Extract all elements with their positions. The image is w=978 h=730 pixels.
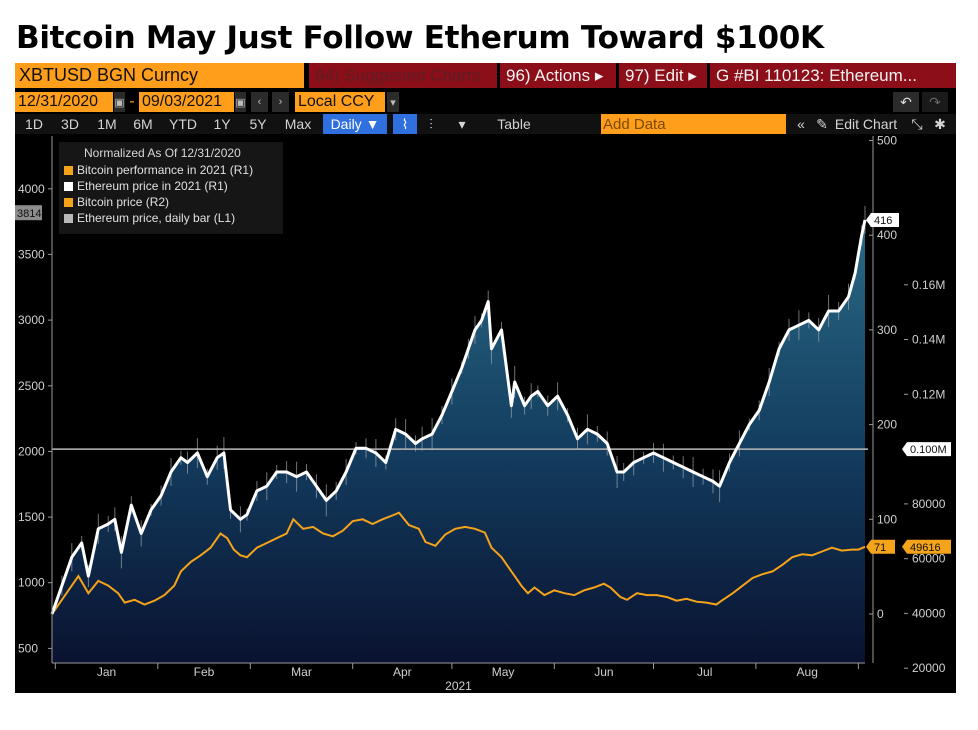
- legend-item-bitcoin-performance: Bitcoin performance in 2021 (R1): [64, 162, 283, 178]
- edit-menu-button[interactable]: 97) Edit ▸: [619, 63, 707, 88]
- r2-tick-label: 0.12M: [912, 387, 945, 401]
- start-date-field[interactable]: 12/31/2020: [15, 92, 113, 112]
- reference-value-tag: [902, 442, 951, 457]
- chevron-left-icon[interactable]: ‹: [251, 92, 268, 112]
- bitcoin-price-current-value: 49616: [910, 542, 941, 554]
- bitcoin-performance-current-value: 71: [874, 542, 886, 554]
- x-axis-year-label: 2021: [445, 679, 472, 693]
- suggested-charts-button[interactable]: 94) Suggested Charts: [309, 63, 497, 88]
- legend-item-ethereum-price: Ethereum price in 2021 (R1): [64, 178, 283, 194]
- x-tick-label: Aug: [797, 665, 818, 679]
- left-tick-label: 3000: [18, 313, 45, 327]
- r1-tick-label: 0: [877, 607, 884, 621]
- dropdown-icon[interactable]: ▾: [387, 92, 399, 112]
- r2-tick-label: 20000: [912, 661, 946, 675]
- ethereum-current-tag: [866, 213, 899, 227]
- table-button[interactable]: Table: [497, 116, 531, 132]
- redo-icon[interactable]: ↷: [922, 92, 948, 112]
- zoom-icon[interactable]: ⤡: [911, 115, 923, 132]
- r2-tick-label: 0.14M: [912, 333, 945, 347]
- left-tick-label: 4000: [18, 182, 45, 196]
- date-separator: -: [129, 93, 135, 110]
- currency-select[interactable]: Local CCY: [295, 92, 385, 112]
- period-1y-button[interactable]: 1Y: [213, 116, 231, 132]
- left-tick-label: 2000: [18, 444, 45, 458]
- ticker-field[interactable]: XBTUSD BGN Curncy: [15, 63, 304, 88]
- r1-tick-label: 300: [877, 323, 897, 337]
- add-data-input[interactable]: Add Data: [601, 114, 786, 134]
- left-tick-label: 2500: [18, 379, 45, 393]
- legend-swatch: [64, 181, 73, 191]
- legend-title: Normalized As Of 12/31/2020: [84, 146, 241, 160]
- r2-tick-label: 40000: [912, 606, 946, 620]
- headline: Bitcoin May Just Follow Etherum Toward $…: [16, 20, 824, 56]
- left-tick-label: 1500: [18, 510, 45, 524]
- ethereum-price-line: [50, 219, 867, 615]
- legend-item-bitcoin-price: Bitcoin price (R2): [64, 194, 283, 210]
- legend-swatch: [64, 165, 73, 175]
- legend-label: Bitcoin price (R2): [77, 195, 170, 209]
- x-tick-label: May: [492, 665, 515, 679]
- frequency-select[interactable]: Daily ▼: [323, 114, 387, 134]
- bitcoin-performance-current-tag: [866, 539, 895, 554]
- chart-plot-area: Jan Feb Mar Apr May Jun Jul Aug2021500100015002…: [15, 136, 951, 693]
- left-current-value: 3814: [17, 208, 41, 220]
- legend-item-ethereum-daily-bar: Ethereum price, daily bar (L1): [64, 210, 283, 226]
- legend-swatch: [64, 213, 73, 223]
- period-1d-button[interactable]: 1D: [25, 116, 43, 132]
- x-tick-label: Jul: [697, 665, 712, 679]
- chart-legend: Normalized As Of 12/31/2020 Bitcoin perf…: [59, 142, 283, 234]
- left-tick-label: 500: [18, 641, 38, 655]
- edit-chart-button[interactable]: Edit Chart: [834, 116, 898, 132]
- collapse-icon[interactable]: «: [797, 116, 805, 132]
- left-current-value-box: [15, 205, 42, 221]
- dropdown-icon[interactable]: ▾: [458, 115, 466, 132]
- chevron-right-icon[interactable]: ›: [272, 92, 289, 112]
- legend-label: Bitcoin performance in 2021 (R1): [77, 163, 254, 177]
- chart-title-field[interactable]: G #BI 110123: Ethereum...: [710, 63, 956, 88]
- r2-tick-label: 80000: [912, 497, 946, 511]
- x-tick-label: Feb: [194, 665, 215, 679]
- reference-value-label: 0.100M: [910, 444, 947, 456]
- ethereum-daily-bar-area: [52, 220, 865, 663]
- ethereum-current-value: 416: [874, 215, 892, 227]
- period-1m-button[interactable]: 1M: [97, 116, 117, 132]
- pencil-icon[interactable]: ✎: [816, 115, 828, 132]
- r2-tick-label: 0.16M: [912, 278, 945, 292]
- r1-tick-label: 400: [877, 228, 897, 242]
- period-6m-button[interactable]: 6M: [133, 116, 153, 132]
- end-date-field[interactable]: 09/03/2021: [139, 92, 234, 112]
- legend-swatch: [64, 197, 73, 207]
- bar-chart-icon[interactable]: ⫶: [429, 115, 433, 132]
- gear-icon[interactable]: ✱: [934, 115, 946, 132]
- r1-tick-label: 500: [877, 136, 897, 148]
- legend-label: Ethereum price in 2021 (R1): [77, 179, 228, 193]
- calendar-icon[interactable]: ▣: [235, 92, 246, 112]
- period-ytd-button[interactable]: YTD: [169, 116, 197, 132]
- period-3d-button[interactable]: 3D: [61, 116, 79, 132]
- bitcoin-price-current-tag: [902, 539, 951, 554]
- left-tick-label: 3500: [18, 247, 45, 261]
- actions-menu-button[interactable]: 96) Actions ▸: [500, 63, 616, 88]
- calendar-icon[interactable]: ▣: [114, 92, 125, 112]
- line-chart-icon[interactable]: ⌇: [393, 114, 417, 134]
- legend-label: Ethereum price, daily bar (L1): [77, 211, 236, 225]
- x-tick-label: Jun: [594, 665, 613, 679]
- toolbar-top: XBTUSD BGN Curncy 94) Suggested Charts 9…: [15, 63, 956, 88]
- left-tick-label: 1000: [18, 576, 45, 590]
- r1-tick-label: 200: [877, 418, 897, 432]
- undo-icon[interactable]: ↶: [893, 92, 919, 112]
- x-tick-label: Jan: [97, 665, 116, 679]
- period-5y-button[interactable]: 5Y: [249, 116, 267, 132]
- bloomberg-chart-window: XBTUSD BGN Curncy 94) Suggested Charts 9…: [15, 63, 956, 693]
- r2-tick-label: 60000: [912, 552, 946, 566]
- period-max-button[interactable]: Max: [284, 116, 312, 132]
- toolbar-dates: 12/31/2020 ▣ - 09/03/2021 ▣ ‹ › Local CC…: [15, 92, 956, 112]
- bitcoin-performance-line: [51, 511, 866, 615]
- r1-tick-label: 100: [877, 512, 897, 526]
- x-tick-label: Apr: [393, 665, 412, 679]
- x-tick-label: Mar: [291, 665, 312, 679]
- toolbar-periods: 1D 3D 1M 6M YTD 1Y 5Y Max Daily ▼ ⌇ ⫶ ▾ …: [15, 114, 956, 134]
